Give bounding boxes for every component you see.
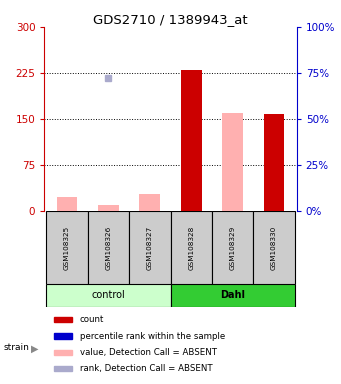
Text: rank, Detection Call = ABSENT: rank, Detection Call = ABSENT: [80, 364, 212, 373]
Bar: [55, 333, 72, 339]
Text: GSM108330: GSM108330: [271, 225, 277, 270]
Bar: [181, 70, 202, 211]
Text: percentile rank within the sample: percentile rank within the sample: [80, 331, 225, 341]
Title: GDS2710 / 1389943_at: GDS2710 / 1389943_at: [93, 13, 248, 26]
Text: control: control: [92, 290, 125, 300]
FancyBboxPatch shape: [46, 211, 88, 284]
Text: value, Detection Call = ABSENT: value, Detection Call = ABSENT: [80, 348, 217, 357]
Text: Dahl: Dahl: [220, 290, 245, 300]
Bar: [264, 114, 284, 211]
Bar: [181, 70, 202, 211]
Bar: [98, 205, 119, 211]
FancyBboxPatch shape: [212, 211, 253, 284]
Bar: [264, 114, 284, 211]
Text: GSM108325: GSM108325: [64, 225, 70, 270]
FancyBboxPatch shape: [46, 284, 170, 307]
Text: strain: strain: [3, 343, 29, 352]
Bar: [139, 194, 160, 211]
FancyBboxPatch shape: [88, 211, 129, 284]
Text: GSM108327: GSM108327: [147, 225, 153, 270]
Bar: [55, 317, 72, 323]
Text: GSM108326: GSM108326: [105, 225, 112, 270]
Text: ▶: ▶: [31, 343, 38, 353]
FancyBboxPatch shape: [253, 211, 295, 284]
FancyBboxPatch shape: [170, 211, 212, 284]
Bar: [55, 350, 72, 355]
Bar: [57, 197, 77, 211]
Bar: [222, 113, 243, 211]
FancyBboxPatch shape: [170, 284, 295, 307]
Bar: [55, 366, 72, 371]
Text: GSM108329: GSM108329: [229, 225, 236, 270]
Text: GSM108328: GSM108328: [188, 225, 194, 270]
FancyBboxPatch shape: [129, 211, 170, 284]
Text: count: count: [80, 315, 104, 324]
